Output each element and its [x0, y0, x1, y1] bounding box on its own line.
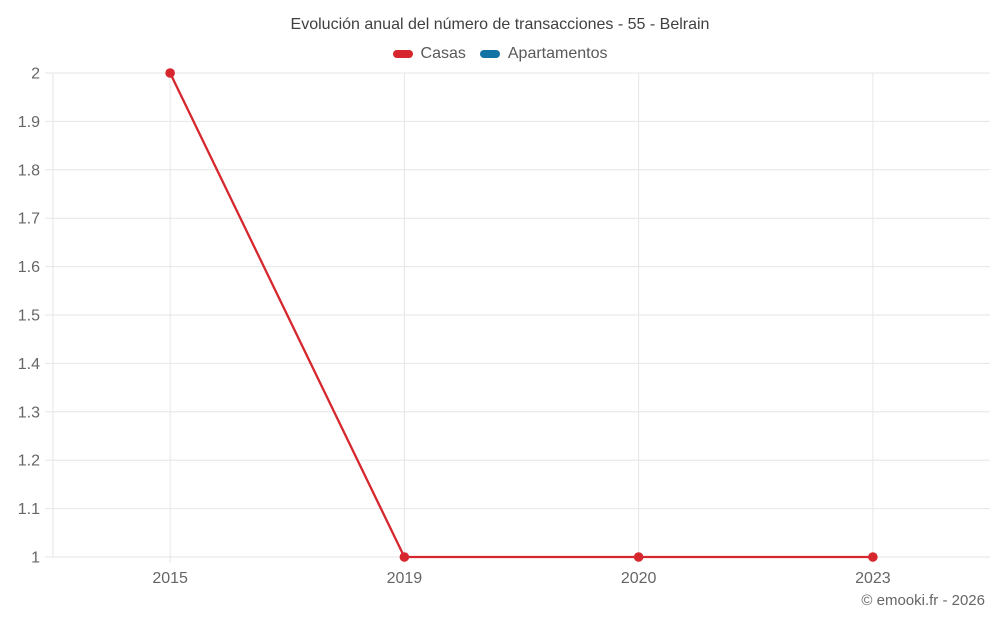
y-axis-tick-label: 1.8: [18, 162, 40, 179]
x-axis-tick-label: 2015: [152, 570, 188, 587]
marker-casas-2020[interactable]: [633, 552, 644, 562]
x-axis-tick-label: 2019: [387, 570, 423, 587]
y-axis-tick-label: 1.9: [18, 114, 40, 131]
x-axis-tick-label: 2020: [621, 570, 657, 587]
y-axis-tick-label: 1.2: [18, 453, 40, 470]
y-axis-tick-label: 1.6: [18, 259, 40, 276]
marker-casas-2015[interactable]: [165, 68, 175, 78]
legend-item-apartamentos[interactable]: Apartamentos: [479, 45, 608, 63]
y-axis-tick-label: 1.5: [18, 308, 40, 325]
legend-swatch-casas-icon: [392, 50, 413, 58]
chart-title: Evolución anual del número de transaccio…: [290, 16, 710, 33]
x-axis-tick-label: 2023: [855, 570, 891, 587]
y-axis-tick-label: 1.7: [18, 211, 40, 228]
y-axis-tick-label: 2: [31, 66, 40, 83]
legend-label-casas: Casas: [420, 45, 466, 62]
y-axis-tick-label: 1.3: [18, 404, 40, 421]
y-axis-tick-label: 1: [31, 550, 40, 567]
legend-item-casas[interactable]: Casas: [392, 45, 466, 63]
marker-casas-2023[interactable]: [868, 552, 878, 562]
legend-swatch-apartamentos-icon: [479, 50, 500, 58]
y-axis-tick-label: 1.1: [18, 501, 40, 518]
series-line-casas[interactable]: [169, 72, 873, 559]
marker-casas-2019[interactable]: [399, 552, 410, 562]
copyright-text: © emooki.fr - 2026: [861, 592, 985, 609]
chart-legend: Casas Apartamentos: [0, 45, 1000, 63]
y-axis-tick-label: 1.4: [18, 356, 40, 373]
legend-label-apartamentos: Apartamentos: [507, 45, 608, 62]
